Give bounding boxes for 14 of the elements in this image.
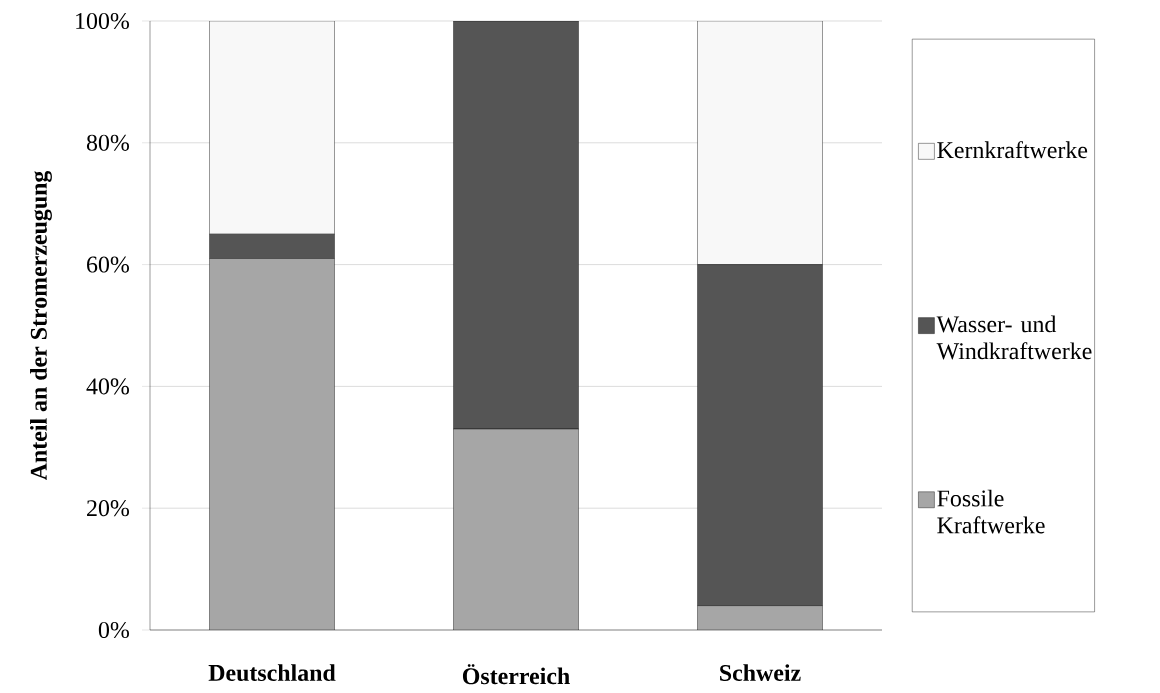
y-tick-label: 100%: [76, 12, 130, 30]
y-axis-title: Anteil an der Stromerzeugung: [30, 170, 52, 481]
y-tick-label: 0%: [98, 621, 130, 639]
legend-label: Wasser- und Windkraftwerke: [936, 315, 1092, 360]
legend-label: Fossile Kraftwerke: [937, 489, 1045, 534]
y-tick-label: 20%: [87, 500, 130, 517]
x-tick-label: Schweiz: [720, 664, 801, 681]
bar: [697, 605, 823, 630]
x-tick-label: Deutschland: [208, 664, 336, 682]
x-tick-label: Österreich: [462, 664, 570, 685]
y-tick-label: 40%: [86, 378, 130, 395]
y-tick-label: 60%: [87, 256, 130, 273]
legend-label: Kernkraftwerke: [937, 141, 1088, 159]
y-tick-label: 80%: [86, 134, 130, 151]
